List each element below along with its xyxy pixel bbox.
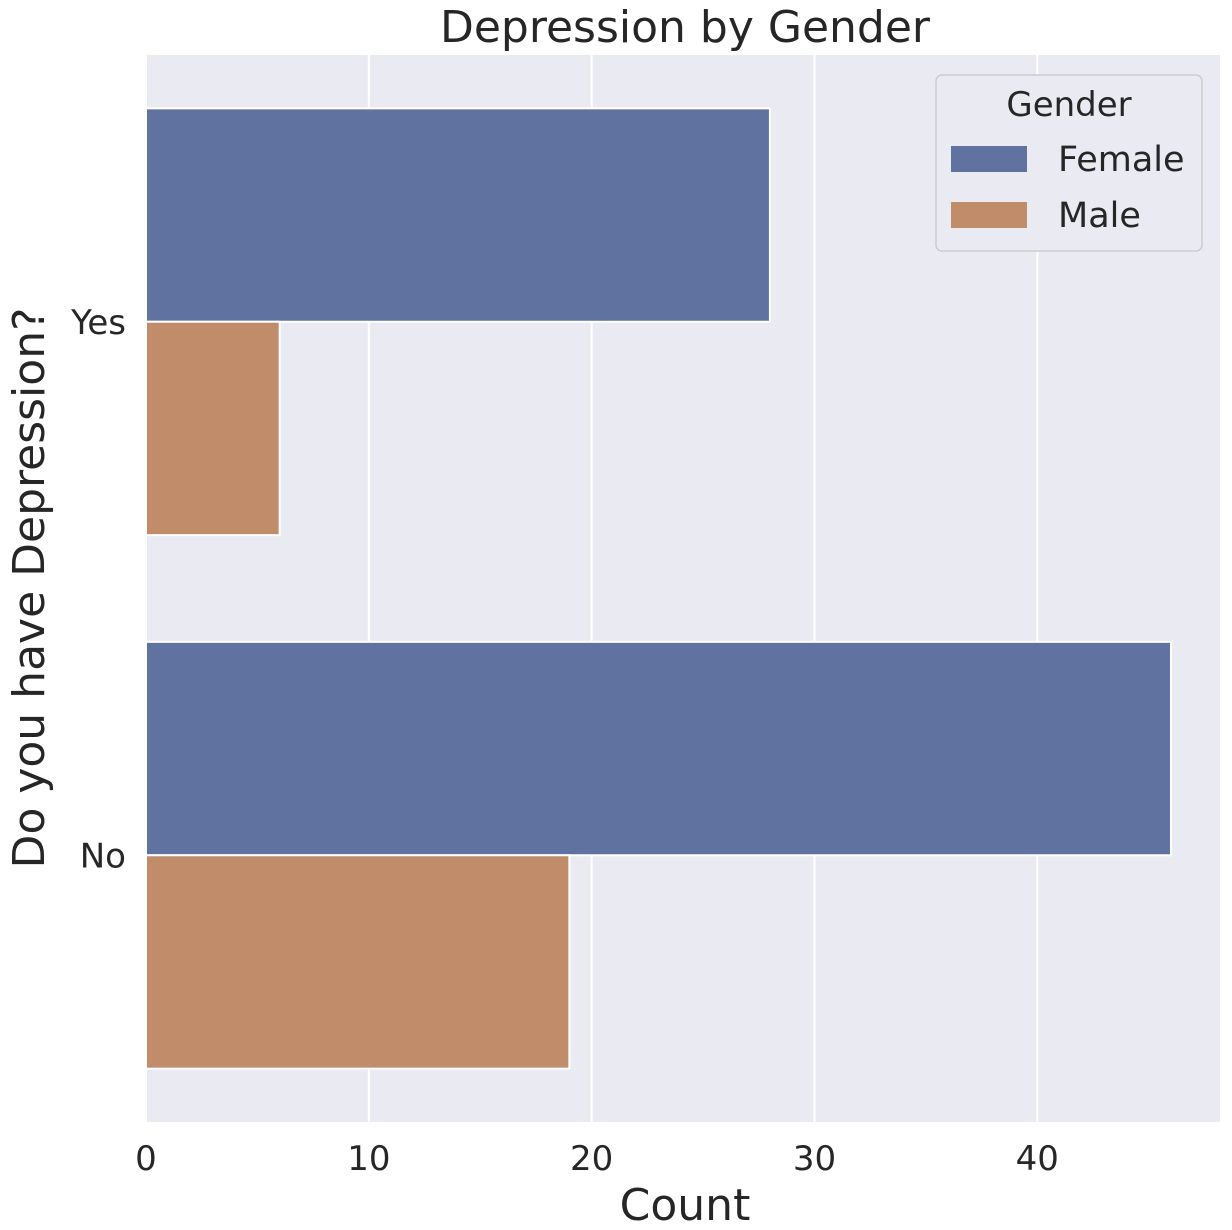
bar-female-no bbox=[145, 640, 1172, 857]
y-axis-label: Do you have Depression? bbox=[4, 308, 55, 869]
x-tick-label: 10 bbox=[347, 1139, 390, 1179]
y-tick-labels: Yes No bbox=[70, 303, 126, 877]
x-tick-label: 0 bbox=[135, 1139, 157, 1179]
y-tick-label: No bbox=[80, 836, 126, 876]
legend-entries: Female Male bbox=[951, 140, 1185, 236]
bar-female-yes bbox=[145, 107, 771, 323]
legend: Gender Female Male bbox=[935, 74, 1203, 252]
x-tick-label: 40 bbox=[1016, 1139, 1059, 1179]
legend-swatch-female bbox=[951, 146, 1027, 172]
x-tick-label: 20 bbox=[570, 1139, 613, 1179]
legend-label-male: Male bbox=[1058, 196, 1141, 236]
y-tick-label: Yes bbox=[70, 303, 126, 343]
chart-title: Depression by Gender bbox=[440, 2, 931, 53]
x-tick-label: 30 bbox=[793, 1139, 836, 1179]
legend-swatch-male bbox=[951, 202, 1027, 228]
bar-male-yes bbox=[145, 320, 281, 537]
bars bbox=[145, 107, 1172, 1070]
x-axis-label: Count bbox=[620, 1180, 751, 1230]
legend-label-female: Female bbox=[1058, 140, 1185, 180]
x-tick-labels: 0 10 20 30 40 bbox=[135, 1139, 1059, 1179]
legend-title: Gender bbox=[1006, 85, 1131, 125]
bar-male-no bbox=[145, 854, 571, 1070]
